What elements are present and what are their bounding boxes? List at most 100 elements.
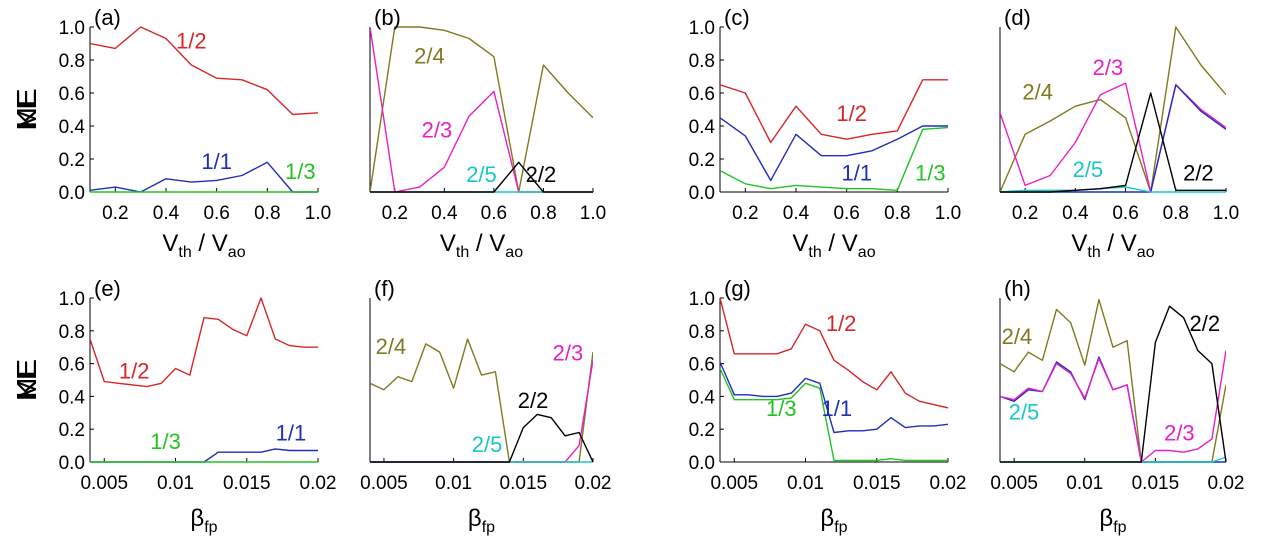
panel-a: 0.2 0.4 0.6 0.8 1.0 0.0 0.2 0.4 0.6 0.8 1.0 1/2 1/1 1…: [11, 5, 331, 261]
y-tick-label: 0.2: [689, 420, 715, 441]
series-label: 1/3: [766, 396, 797, 421]
y-tick-label: 0.2: [59, 150, 85, 171]
y-tick-label: 0.8: [689, 51, 715, 72]
series-label: 2/4: [1002, 324, 1033, 349]
y-tick-label: 0.8: [59, 51, 85, 72]
series-label: 2/3: [422, 118, 453, 143]
y-tick-label: 0.6: [689, 355, 715, 376]
x-tick-label: 0.02: [300, 473, 337, 494]
x-tick-label: 0.005: [360, 473, 408, 494]
series-label: 1/3: [285, 159, 316, 184]
series-label: 2/3: [1093, 55, 1124, 80]
x-tick-label: 0.01: [157, 473, 194, 494]
x-tick-label: 0.01: [1066, 473, 1103, 494]
series-line: [1000, 305, 1226, 463]
y-tick-label: 0.6: [59, 84, 85, 105]
panel-label: (a): [94, 5, 121, 30]
panel-label: (e): [94, 276, 121, 301]
x-tick-label: 0.2: [382, 203, 408, 224]
x-tick-label: 0.4: [783, 203, 810, 224]
x-tick-label: 0.02: [575, 473, 612, 494]
panel-label: (d): [1004, 5, 1031, 30]
x-axis-label: βfp: [1099, 505, 1126, 536]
series-line: [370, 161, 593, 193]
series-label: 2/2: [1183, 160, 1214, 185]
series-line: [720, 297, 948, 409]
series-line: [1000, 92, 1226, 193]
x-tick-label: 0.02: [1208, 473, 1245, 494]
series-label: 2/4: [1022, 80, 1053, 105]
x-tick-label: 0.005: [990, 473, 1038, 494]
x-tick-label: 0.8: [1163, 203, 1189, 224]
y-axis-label: KE: [11, 361, 42, 398]
x-tick-label: 0.015: [223, 473, 271, 494]
series-line: [90, 161, 318, 193]
series-label: 2/3: [1164, 421, 1195, 446]
series-label: 1/1: [201, 149, 232, 174]
series-label: 2/2: [526, 162, 557, 187]
series-label: 2/2: [1190, 311, 1221, 336]
series-label: 1/2: [826, 311, 857, 336]
x-axis-label: Vth / Vao: [440, 230, 523, 261]
panel-e: 0.005 0.01 0.015 0.02 0.0 0.2 0.4 0.6 0.8 1.0 1/2 1…: [11, 276, 336, 536]
x-tick-label: 0.2: [102, 203, 128, 224]
y-tick-label: 0.0: [689, 453, 715, 474]
series-line: [370, 26, 593, 193]
series-line: [1000, 350, 1226, 463]
series-line: [1000, 186, 1226, 193]
series-line: [720, 117, 948, 182]
panel-label: (f): [374, 276, 395, 301]
panel-f: 0.005 0.01 0.015 0.02 2/4 2/32/2 2/5 (f) βfp: [360, 276, 611, 536]
series-line: [90, 448, 318, 463]
series-line: [90, 26, 318, 116]
series-label: 2/5: [1073, 157, 1104, 182]
panel-label: (g): [724, 276, 751, 301]
panel-d: 0.2 0.4 0.6 0.8 1.0 2/4 2/3 2/5 2/2 (d) Vth / Vao: [999, 5, 1239, 261]
y-axis-label: ME: [11, 359, 42, 401]
series-line: [90, 297, 318, 388]
y-tick-label: 0.4: [689, 387, 716, 408]
x-tick-label: 0.4: [1062, 203, 1089, 224]
y-tick-label: 0.0: [689, 183, 715, 204]
x-axis-label: Vth / Vao: [162, 230, 245, 261]
series-line: [720, 368, 948, 462]
x-axis-label: βfp: [820, 505, 847, 536]
x-tick-label: 1.0: [305, 203, 331, 224]
x-tick-label: 0.015: [500, 473, 548, 494]
series-line: [370, 413, 593, 463]
y-tick-label: 1.0: [689, 18, 715, 39]
y-tick-label: 0.6: [59, 355, 85, 376]
series-line: [1000, 26, 1226, 193]
series-label: 2/3: [553, 340, 584, 365]
y-tick-label: 0.2: [59, 420, 85, 441]
x-tick-label: 0.8: [530, 203, 556, 224]
series-label: 1/3: [150, 429, 181, 454]
y-tick-label: 0.0: [59, 183, 85, 204]
panel-label: (b): [374, 5, 401, 30]
series-label: 2/4: [414, 43, 445, 68]
y-tick-label: 0.2: [689, 150, 715, 171]
series-line: [1000, 456, 1226, 463]
x-tick-label: 0.6: [1112, 203, 1138, 224]
x-tick-label: 0.6: [203, 203, 229, 224]
x-tick-label: 0.01: [787, 473, 824, 494]
series-label: 1/1: [822, 396, 853, 421]
y-axis-label: ME: [11, 89, 42, 131]
x-tick-label: 0.015: [1132, 473, 1180, 494]
series-label: 2/5: [472, 432, 503, 457]
series-label: 1/1: [276, 421, 307, 446]
series-label: 2/2: [518, 388, 549, 413]
y-tick-label: 0.8: [689, 322, 715, 343]
x-tick-label: 0.005: [80, 473, 128, 494]
y-tick-label: 0.4: [59, 387, 86, 408]
x-tick-label: 0.4: [431, 203, 458, 224]
series-label: 1/2: [119, 358, 150, 383]
x-axis-label: Vth / Vao: [1071, 230, 1154, 261]
x-tick-label: 0.2: [1012, 203, 1038, 224]
panel-b: 0.2 0.4 0.6 0.8 1.0 2/4 2/3 2/5 2/2 (b) Vth / Vao: [369, 5, 606, 261]
panel-label: (h): [1004, 276, 1031, 301]
y-tick-label: 1.0: [59, 18, 85, 39]
y-tick-label: 1.0: [689, 289, 715, 310]
y-tick-label: 1.0: [59, 289, 85, 310]
panel-h: 0.005 0.01 0.015 0.02 2/4 2/5 2/2 2/3 (h) βfp: [990, 276, 1244, 536]
